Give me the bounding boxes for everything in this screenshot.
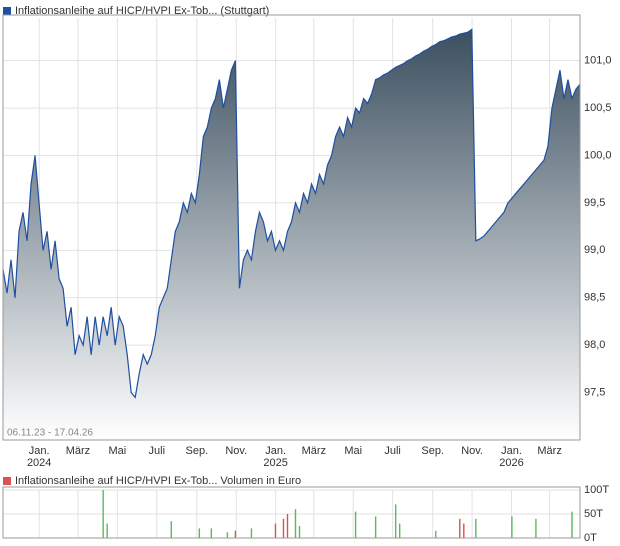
x-tick-label: Nov. (225, 445, 247, 457)
x-tick-year: 2026 (499, 457, 523, 469)
volume-bar (459, 518, 461, 538)
volume-bar (394, 504, 397, 538)
x-tick-label: März (302, 445, 326, 457)
y-tick-label: 50T (584, 508, 603, 520)
x-tick-label: März (66, 445, 90, 457)
volume-bar (102, 490, 104, 538)
x-tick-label: Juli (384, 445, 401, 457)
price-line (2, 28, 581, 399)
y-tick-label: 98,0 (584, 339, 605, 351)
volume-bar (511, 516, 513, 538)
legend-marker (3, 7, 11, 15)
volume-bar (250, 528, 253, 538)
x-tick-label: Jan. (501, 445, 522, 457)
x-tick-label: Sep. (186, 445, 209, 457)
y-tick-label: 101,0 (584, 55, 612, 67)
x-tick-label: Jan. (29, 445, 50, 457)
volume-bar (170, 521, 172, 538)
volume-bar (106, 523, 108, 538)
plot-layer: 97,5 98,0 98,5 99,0 99,5 100,0 100,5 101,0 0T 50T… (2, 14, 612, 544)
plot-frame (2, 486, 581, 539)
volume-bar (234, 530, 237, 538)
volume-bar (226, 532, 229, 538)
volume-bar (475, 518, 477, 538)
y-tick-label: 98,5 (584, 292, 605, 304)
volume-bar (298, 526, 301, 538)
chart-title: Inflationsanleihe auf HICP/HVPI Ex-Tob..… (15, 5, 269, 17)
volume-bar (198, 528, 201, 538)
y-tick-label: 100,5 (584, 102, 612, 114)
plot-frame (2, 14, 581, 441)
area-fill (3, 29, 580, 440)
volume-bar (274, 523, 277, 538)
y-tick-label: 99,0 (584, 244, 605, 256)
x-tick-label: Juli (149, 445, 166, 457)
volume-bar (286, 514, 289, 538)
y-tick-label: 0T (584, 532, 597, 544)
y-tick-label: 99,5 (584, 197, 605, 209)
x-tick-label: Mai (108, 445, 126, 457)
volume-bar (282, 518, 285, 538)
volume-bar (463, 523, 465, 538)
date-range: 06.11.23 - 17.04.26 (7, 428, 93, 439)
x-tick-label: Mai (344, 445, 362, 457)
volume-bar (435, 530, 437, 538)
x-tick-label: Jan. (265, 445, 286, 457)
y-tick-label: 100,0 (584, 149, 612, 161)
volume-bar (535, 518, 537, 538)
y-tick-label: 100T (584, 484, 609, 496)
y-tick-label: 97,5 (584, 386, 605, 398)
legend-marker (3, 477, 11, 485)
x-tick-label: Sep. (421, 445, 444, 457)
volume-bar (354, 511, 357, 538)
x-tick-year: 2024 (27, 457, 51, 469)
volume-bar (294, 509, 297, 538)
volume-bar (210, 528, 213, 538)
x-tick-label: März (537, 445, 561, 457)
volume-bar (374, 516, 377, 538)
volume-bar (398, 523, 401, 538)
volume-bar (571, 511, 573, 538)
x-tick-label: Nov. (461, 445, 483, 457)
volume-title: Inflationsanleihe auf HICP/HVPI Ex-Tob..… (15, 475, 301, 487)
x-tick-year: 2025 (263, 457, 287, 469)
